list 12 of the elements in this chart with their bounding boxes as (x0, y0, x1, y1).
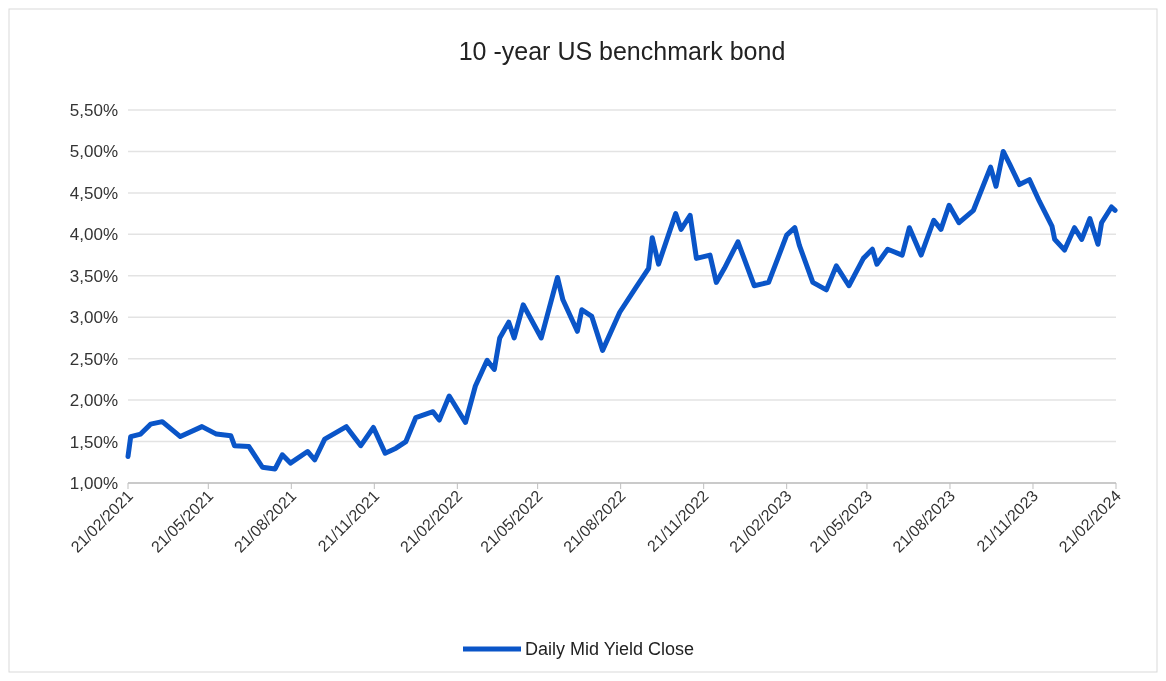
y-tick-label: 1,00% (69, 474, 118, 493)
y-tick-label: 1,50% (69, 432, 118, 452)
legend-label: Daily Mid Yield Close (525, 639, 695, 659)
y-tick-label: 3,00% (69, 308, 118, 328)
y-tick-label: 4,50% (69, 183, 118, 203)
y-tick-label: 5,50% (69, 101, 118, 120)
y-tick-label: 4,00% (69, 225, 118, 245)
y-tick-label: 3,50% (69, 266, 118, 286)
y-tick-label: 2,00% (69, 391, 118, 411)
y-tick-label: 5,00% (69, 142, 118, 162)
chart-title: 10 -year US benchmark bond (458, 37, 786, 65)
y-tick-label: 2,50% (69, 349, 118, 369)
